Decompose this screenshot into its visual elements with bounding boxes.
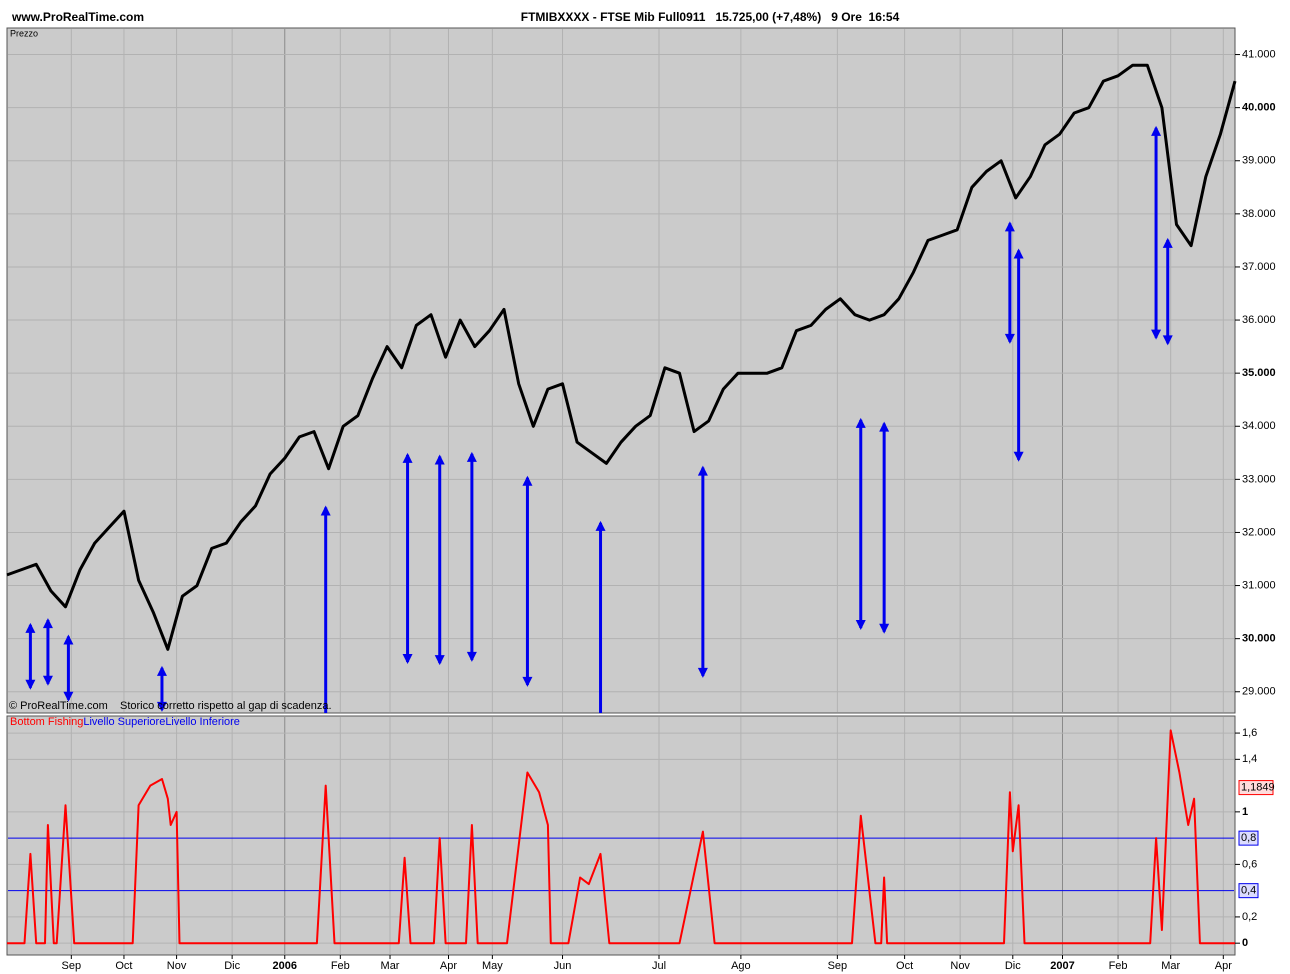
last-value-label: 1,1849 [1241,781,1275,793]
arrow-head [434,454,445,465]
y-tick-label: 38.000 [1242,208,1276,220]
arrow-head [1004,221,1015,232]
x-tick-label: 2006 [273,960,297,972]
y-tick-label: 30.000 [1242,633,1276,645]
arrow-head [879,623,890,634]
arrow-head [1013,248,1024,259]
arrow-head [25,679,36,690]
site-name: www.ProRealTime.com [11,10,144,24]
y-tick-label: 1 [1242,806,1248,818]
x-tick-label: Oct [115,960,132,972]
x-tick-label: Mar [1161,960,1180,972]
level-label: 0,4 [1241,885,1256,897]
series-line [7,729,1235,945]
y-tick-label: 35.000 [1242,367,1276,379]
y-tick-label: 32.000 [1242,526,1276,538]
x-tick-label: Feb [1109,960,1128,972]
x-tick-label: Oct [896,960,913,972]
x-tick-label: Ago [731,960,751,972]
x-tick-label: Nov [167,960,187,972]
arrow-head [1151,329,1162,340]
arrow-head [1004,333,1015,344]
footnote-source: © ProRealTime.com [9,700,108,712]
level-box [1238,830,1259,846]
y-tick-label: 40.000 [1242,102,1276,114]
y-tick-label: 0 [1242,937,1248,949]
y-tick-label: 34.000 [1242,420,1276,432]
y-tick-label: 29.000 [1242,686,1276,698]
x-tick-label: Sep [62,960,82,972]
arrow-head [697,667,708,678]
level-label: 0,8 [1241,832,1256,844]
y-tick-label: 0,2 [1242,911,1257,923]
arrow-head [1162,335,1173,346]
arrow-head [466,651,477,662]
y-tick-label: 41.000 [1242,48,1276,60]
arrow-head [63,634,74,645]
arrow-head [855,417,866,428]
legend-entry: Livello Superiore [83,716,165,728]
series-line [6,63,1237,651]
x-tick-label: Feb [331,960,350,972]
panel-label: Prezzo [10,28,38,38]
x-tick-label: Dic [1005,960,1021,972]
arrow-head [466,451,477,462]
x-tick-label: Apr [1215,960,1232,972]
arrow-head [320,505,331,516]
x-tick-label: Dic [224,960,240,972]
y-tick-label: 0,6 [1242,858,1257,870]
x-tick-label: Jun [554,960,572,972]
legend-entry: Bottom Fishing [10,716,83,728]
arrow-head [156,665,167,676]
y-tick-label: 39.000 [1242,155,1276,167]
legend: Bottom FishingLivello SuperioreLivello I… [10,716,240,728]
footnote: Storico corretto rispetto al gap di scad… [120,700,332,712]
chart-title: FTMIBXXXX - FTSE Mib Full0911 15.725,00 … [521,10,900,24]
arrow-head [25,622,36,633]
x-tick-label: Sep [828,960,848,972]
x-tick-label: Jul [652,960,666,972]
arrow-head [402,452,413,463]
arrow-head [434,655,445,666]
arrow-head [1162,237,1173,248]
arrow-head [879,421,890,432]
arrow-head [522,676,533,687]
arrow-head [402,654,413,665]
arrow-head [522,475,533,486]
marks [6,63,1237,945]
arrow-head [42,618,53,629]
indicator-panel [6,715,1236,956]
arrow-head [595,520,606,531]
x-tick-label: Mar [381,960,400,972]
legend-entry: Livello Inferiore [165,716,240,728]
y-tick-label: 1,6 [1242,727,1257,739]
y-tick-label: 37.000 [1242,261,1276,273]
arrow-head [156,701,167,712]
arrow-head [697,465,708,476]
y-tick-label: 1,4 [1242,753,1257,765]
last-value-box [1238,780,1274,796]
grid [8,29,1234,954]
arrow-head [63,691,74,702]
x-tick-label: Apr [440,960,457,972]
y-tick-label: 31.000 [1242,579,1276,591]
arrow-head [42,675,53,686]
y-tick-label: 33.000 [1242,473,1276,485]
x-tick-label: May [482,960,503,972]
level-box [1238,883,1259,899]
x-tick-label: 2007 [1050,960,1074,972]
arrow-head [1151,125,1162,136]
y-tick-label: 36.000 [1242,314,1276,326]
arrow-head [855,620,866,631]
arrow-head [1013,451,1024,462]
price-panel [6,27,1236,714]
x-tick-label: Nov [950,960,970,972]
